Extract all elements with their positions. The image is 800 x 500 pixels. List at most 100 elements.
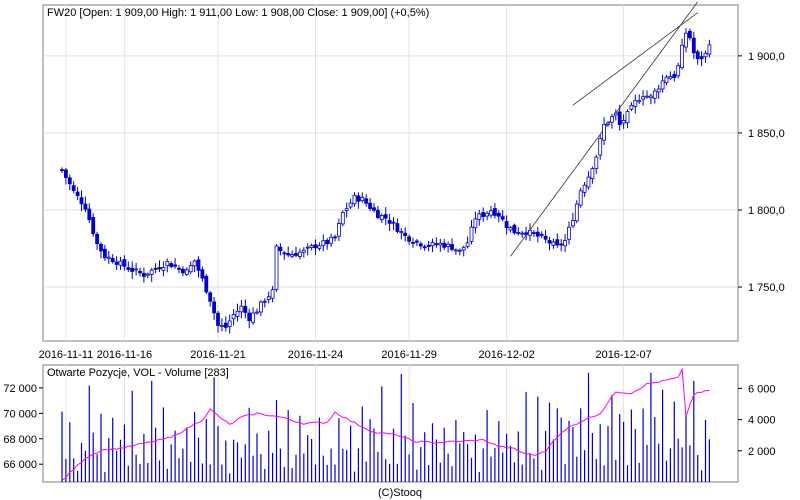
- candle-body: [520, 232, 525, 235]
- candle-body: [489, 210, 493, 216]
- candle-body: [368, 202, 373, 209]
- candle-body: [418, 243, 423, 247]
- candle-body: [446, 243, 451, 247]
- candle-body: [485, 212, 490, 217]
- candle-body: [212, 301, 217, 314]
- left-tick-label: 68 000: [3, 434, 37, 446]
- candle-body: [87, 208, 92, 221]
- candle-body: [481, 212, 486, 218]
- candle-body: [64, 169, 68, 178]
- candle-body: [67, 177, 72, 185]
- candle-body: [411, 241, 415, 244]
- candle-body: [333, 236, 337, 239]
- candle-body: [110, 258, 115, 262]
- candle-body: [266, 296, 271, 300]
- candle-body: [551, 241, 556, 246]
- candle-body: [130, 267, 135, 272]
- candle-body: [672, 74, 677, 78]
- candle-body: [645, 95, 649, 98]
- trendline: [572, 12, 698, 106]
- price-panel: [42, 4, 739, 342]
- candle-body: [543, 235, 548, 240]
- candle-body: [243, 306, 248, 313]
- candle-body: [247, 312, 252, 322]
- candle-body: [297, 251, 302, 257]
- candle-body: [204, 275, 209, 293]
- candle-body: [660, 80, 665, 90]
- candle-body: [492, 208, 497, 216]
- candle-body: [282, 252, 287, 255]
- candle-body: [512, 224, 517, 234]
- volume-right-ticks: 2 000 4 000 6 000: [738, 383, 776, 458]
- candle-body: [567, 226, 571, 240]
- candle-body: [391, 221, 396, 224]
- candle-body: [438, 242, 443, 246]
- candle-body: [79, 197, 84, 205]
- candle-body: [504, 221, 509, 229]
- footer-credit: (C)Stooq: [378, 487, 422, 499]
- candle-body: [122, 259, 127, 267]
- candle-body: [149, 269, 154, 275]
- candle-body: [118, 260, 123, 266]
- candle-body: [286, 253, 291, 256]
- candle-body: [141, 272, 146, 277]
- candle-body: [621, 120, 626, 124]
- candle-body: [496, 212, 501, 217]
- price-grid: [43, 5, 738, 341]
- candle-body: [532, 232, 536, 234]
- candle-body: [668, 76, 673, 79]
- candle-body: [375, 209, 380, 219]
- right-tick-label: 2 000: [748, 446, 776, 458]
- y-tick-label: 1 900,0: [748, 51, 785, 63]
- candle-body: [360, 196, 365, 202]
- candle-body: [340, 211, 345, 225]
- candle-body: [106, 256, 111, 259]
- x-tick-label: 2016-11-11: [39, 349, 94, 361]
- candle-body: [387, 220, 392, 224]
- candle-body: [582, 184, 587, 193]
- candle-body: [329, 236, 334, 244]
- candle-body: [383, 214, 388, 219]
- candle-body: [637, 100, 642, 103]
- candle-body: [134, 268, 139, 271]
- candle-body: [656, 88, 661, 93]
- x-tick-label: 2016-11-21: [190, 349, 245, 361]
- candle-body: [442, 242, 447, 248]
- x-tick-label: 2016-12-07: [595, 349, 651, 361]
- candle-body: [695, 51, 700, 60]
- candle-body: [602, 124, 606, 141]
- candle-body: [555, 239, 560, 246]
- candle-body: [161, 266, 166, 271]
- open-interest-line: [61, 367, 710, 481]
- candle-body: [352, 194, 357, 205]
- candle-body: [649, 95, 653, 99]
- y-tick-label: 1 750,0: [748, 282, 785, 294]
- candle-body: [364, 198, 369, 204]
- candle-body: [684, 32, 688, 48]
- candle-body: [641, 96, 645, 100]
- candle-body: [321, 240, 326, 246]
- candle-body: [95, 233, 99, 245]
- candle-body: [372, 207, 376, 211]
- candle-body: [664, 76, 669, 84]
- candle-body: [157, 267, 162, 270]
- candle-body: [707, 44, 712, 55]
- candle-body: [227, 320, 232, 327]
- price-y-ticks: 1 750,0 1 800,0 1 850,0 1 900,0: [738, 51, 785, 294]
- candle-body: [219, 324, 224, 327]
- candle-body: [407, 236, 412, 242]
- candle-body: [403, 232, 408, 237]
- candle-body: [145, 273, 150, 276]
- candle-body: [450, 244, 454, 250]
- candle-body: [317, 245, 322, 249]
- candle-body: [613, 112, 618, 116]
- candle-body: [173, 264, 178, 267]
- candle-body: [676, 65, 681, 77]
- candle-body: [461, 246, 466, 251]
- candle-body: [508, 227, 513, 231]
- candle-body: [465, 242, 470, 247]
- candle-body: [625, 111, 630, 124]
- candle-body: [301, 249, 306, 253]
- candle-body: [103, 248, 107, 259]
- candle-body: [539, 233, 544, 236]
